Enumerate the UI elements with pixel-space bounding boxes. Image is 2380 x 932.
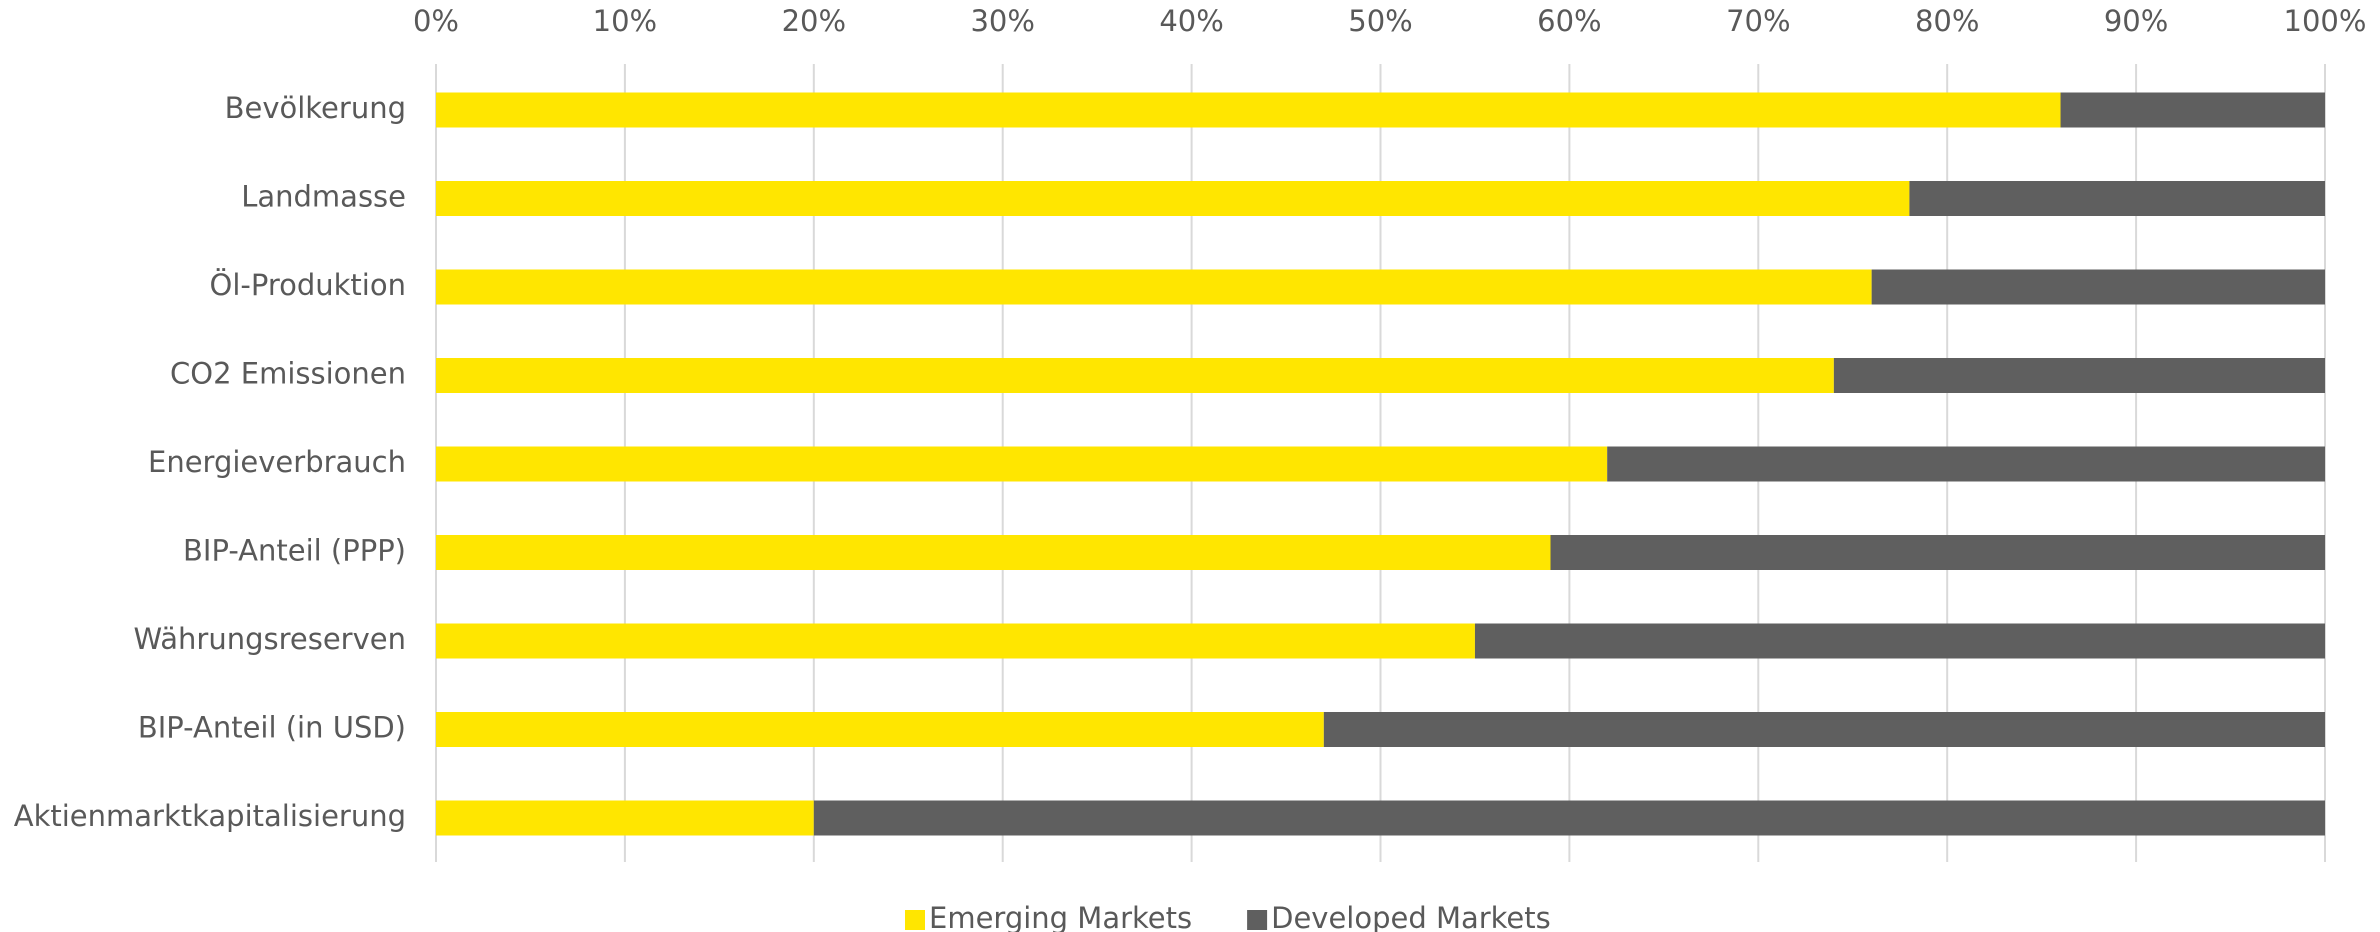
bar-segment <box>1474 623 2325 659</box>
bar-segment <box>436 181 1910 216</box>
bar-segment <box>436 92 2061 128</box>
x-tick-label: 10% <box>593 4 657 38</box>
x-tick-label: 60% <box>1537 4 1601 38</box>
bar-segment <box>1323 712 2325 747</box>
y-tick-label: CO2 Emissionen <box>170 357 406 391</box>
y-tick-label: BIP-Anteil (in USD) <box>138 711 406 745</box>
bar-segment <box>1607 446 2325 482</box>
x-tick-label: 50% <box>1348 4 1412 38</box>
x-tick-label: 90% <box>2104 4 2168 38</box>
y-tick-label: Aktienmarktkapitalisierung <box>14 799 406 833</box>
y-tick-label: Energieverbrauch <box>148 445 406 479</box>
y-tick-label: Landmasse <box>241 180 406 214</box>
bar-segment <box>436 800 814 836</box>
bar-segment <box>813 800 2325 836</box>
legend-label: Developed Markets <box>1271 901 1551 932</box>
x-tick-label: 20% <box>782 4 846 38</box>
legend-label: Emerging Markets <box>929 901 1192 932</box>
bar-segment <box>436 446 1608 482</box>
x-tick-label: 0% <box>413 4 459 38</box>
bar-segment <box>436 358 1834 393</box>
bar-segment <box>1909 181 2325 216</box>
bar-segment <box>1871 269 2325 305</box>
bar-segment <box>436 623 1475 659</box>
x-tick-label: 40% <box>1159 4 1223 38</box>
legend-swatch <box>1247 910 1268 930</box>
x-tick-label: 70% <box>1726 4 1790 38</box>
x-tick-label: 30% <box>970 4 1034 38</box>
y-tick-label: BIP-Anteil (PPP) <box>183 534 406 568</box>
bar-segment <box>436 712 1324 747</box>
bar-segment <box>2060 92 2325 128</box>
x-tick-label: 80% <box>1915 4 1979 38</box>
legend-swatch <box>905 910 925 930</box>
bar-segment <box>436 269 1872 305</box>
bar-segment <box>1550 535 2325 570</box>
bar-segment <box>1833 358 2325 393</box>
x-tick-label: 100% <box>2284 4 2367 38</box>
bar-segment <box>436 535 1551 570</box>
y-tick-label: Öl-Produktion <box>210 268 407 302</box>
y-tick-label: Währungsreserven <box>133 622 406 656</box>
y-tick-label: Bevölkerung <box>225 91 406 125</box>
